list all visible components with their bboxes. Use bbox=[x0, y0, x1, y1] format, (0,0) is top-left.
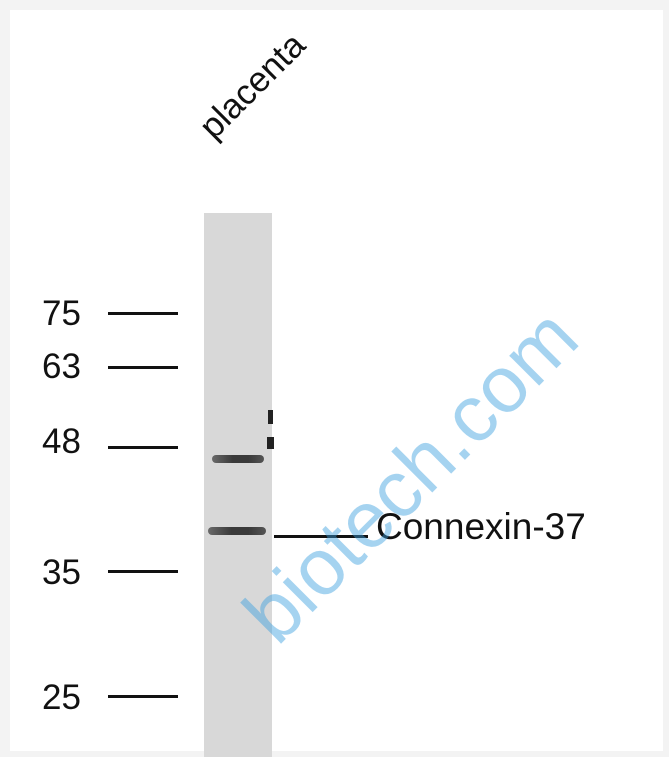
blot-lane bbox=[204, 213, 272, 757]
marker-tick-75 bbox=[108, 312, 178, 315]
target-pointer-line bbox=[274, 535, 368, 538]
blot-artifact bbox=[268, 410, 273, 424]
marker-tick-63 bbox=[108, 366, 178, 369]
marker-label-35: 35 bbox=[42, 553, 81, 592]
marker-tick-25 bbox=[108, 695, 178, 698]
marker-tick-48 bbox=[108, 446, 178, 449]
band-lower bbox=[208, 527, 266, 535]
marker-label-63: 63 bbox=[42, 347, 81, 386]
target-label: Connexin-37 bbox=[376, 506, 586, 547]
marker-tick-35 bbox=[108, 570, 178, 573]
marker-label-25: 25 bbox=[42, 678, 81, 717]
marker-label-75: 75 bbox=[42, 294, 81, 333]
band-upper bbox=[212, 455, 264, 463]
blot-artifact bbox=[267, 437, 274, 449]
marker-label-48: 48 bbox=[42, 422, 81, 461]
